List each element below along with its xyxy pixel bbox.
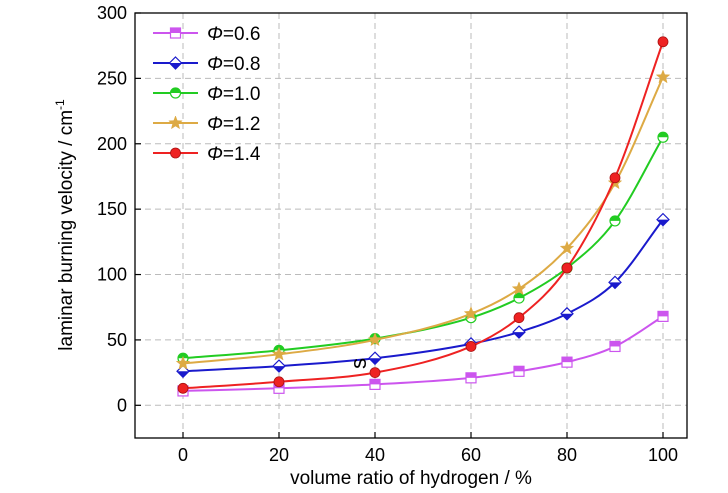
legend-item: Φ=0.6	[153, 24, 260, 45]
legend-label-symbol: Φ	[207, 84, 223, 105]
data-point-fill	[178, 353, 188, 359]
data-point	[513, 312, 525, 324]
legend-label-symbol: Φ	[207, 114, 223, 135]
y-tick-label: 250	[97, 68, 127, 88]
legend-label-symbol: Φ	[207, 144, 223, 165]
legend-label-value: =0.8	[223, 54, 261, 75]
data-point-fill	[562, 357, 572, 363]
legend-item: Φ=0.8	[153, 54, 260, 75]
legend-label-symbol: Φ	[207, 54, 223, 75]
x-tick-label: 60	[461, 445, 481, 465]
y-axis-ticks: 0 50 100 150 200 250 300	[97, 3, 141, 415]
plot-frame	[134, 12, 688, 439]
legend-label: Φ=0.8	[207, 54, 260, 75]
data-point	[655, 69, 671, 84]
data-point-fill	[657, 219, 669, 226]
svg-text:laminar burning velocity / cm-: laminar burning velocity / cm-1	[53, 99, 77, 351]
y-axis-label-sup: -1	[53, 99, 67, 110]
legend-label-value: =1.0	[223, 84, 261, 105]
data-point-fill	[513, 332, 525, 339]
y-tick-label: 300	[97, 3, 127, 23]
x-tick-label: 0	[178, 445, 188, 465]
x-axis-ticks: 0 20 40 60 80 100	[178, 432, 678, 465]
data-point-fill	[609, 282, 621, 289]
data-point	[177, 382, 189, 394]
data-point	[511, 281, 527, 296]
y-tick-label: 100	[97, 265, 127, 285]
legend-label: Φ=1.2	[207, 114, 260, 135]
legend-label-value: =0.6	[223, 24, 261, 45]
data-point	[657, 36, 669, 48]
data-point	[369, 367, 381, 379]
data-point	[561, 262, 573, 274]
y-axis-label: laminar burning velocity / cm	[56, 110, 77, 351]
data-point	[168, 115, 183, 130]
data-point-fill	[177, 371, 189, 378]
y-tick-label: 50	[107, 330, 127, 350]
y-axis-unit-fragment: s	[346, 358, 371, 369]
y-axis-label-group: laminar burning velocity / cm-1	[53, 99, 77, 351]
data-point	[465, 341, 477, 352]
x-axis-label: volume ratio of hydrogen / %	[290, 468, 532, 489]
data-point-fill	[561, 313, 573, 320]
data-point	[559, 240, 575, 255]
data-point	[273, 376, 285, 388]
data-point-fill	[658, 132, 668, 138]
legend-label-value: =1.2	[223, 114, 261, 135]
data-point-fill	[370, 379, 380, 385]
x-tick-label: 20	[269, 445, 289, 465]
series-group	[175, 36, 671, 397]
y-tick-label: 150	[97, 199, 127, 219]
data-point-fill	[658, 311, 668, 317]
legend-label: Φ=1.0	[207, 84, 260, 105]
legend-item: Φ=1.4	[153, 144, 261, 165]
data-point-fill	[170, 88, 181, 93]
data-point	[463, 306, 479, 320]
data-point	[271, 346, 287, 361]
data-point-fill	[514, 293, 524, 299]
data-point-fill	[466, 372, 476, 378]
data-point	[170, 147, 181, 159]
legend-item: Φ=1.0	[153, 84, 260, 105]
data-point-fill	[369, 358, 381, 365]
data-point-fill	[610, 215, 620, 221]
data-point-fill	[273, 366, 285, 373]
data-point-fill	[610, 341, 620, 347]
legend-label-value: =1.4	[223, 144, 261, 165]
x-tick-label: 40	[365, 445, 385, 465]
series-5	[177, 36, 669, 394]
legend-label-symbol: Φ	[207, 24, 223, 45]
data-point	[175, 355, 191, 370]
data-point-fill	[170, 28, 181, 33]
legend: Φ=0.6Φ=0.8Φ=1.0Φ=1.2Φ=1.4	[153, 24, 261, 165]
legend-label: Φ=1.4	[207, 144, 261, 165]
data-point	[609, 172, 621, 184]
data-point	[367, 332, 383, 347]
x-tick-label: 80	[557, 445, 577, 465]
data-point-fill	[514, 366, 524, 372]
y-tick-label: 200	[97, 134, 127, 154]
legend-label: Φ=0.6	[207, 24, 260, 45]
legend-item: Φ=1.2	[153, 114, 260, 135]
data-point-fill	[169, 63, 182, 69]
y-tick-label: 0	[117, 395, 127, 415]
x-tick-label: 100	[648, 445, 678, 465]
plot-area	[135, 13, 687, 438]
